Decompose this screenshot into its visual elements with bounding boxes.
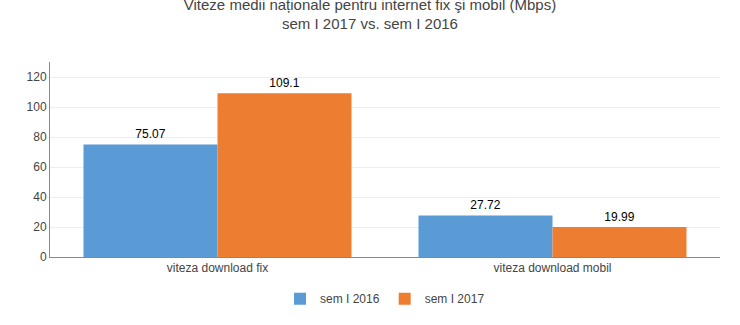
- svg-text:60: 60: [33, 160, 47, 174]
- svg-text:100: 100: [27, 100, 47, 114]
- svg-text:sem I 2017: sem I 2017: [425, 292, 485, 306]
- svg-text:Viteze medii naționale pentru: Viteze medii naționale pentru internet f…: [184, 0, 556, 32]
- svg-text:viteza download fix: viteza download fix: [167, 261, 268, 275]
- svg-text:viteza download mobil: viteza download mobil: [493, 261, 611, 275]
- svg-text:80: 80: [33, 130, 47, 144]
- svg-text:75.07: 75.07: [135, 127, 165, 141]
- svg-text:20: 20: [33, 220, 47, 234]
- svg-text:0: 0: [40, 250, 47, 264]
- svg-text:120: 120: [27, 70, 47, 84]
- svg-text:27.72: 27.72: [470, 198, 500, 212]
- svg-text:109.1: 109.1: [269, 76, 299, 90]
- svg-text:19.99: 19.99: [604, 210, 634, 224]
- svg-text:40: 40: [33, 190, 47, 204]
- svg-text:sem I 2016: sem I 2016: [320, 292, 380, 306]
